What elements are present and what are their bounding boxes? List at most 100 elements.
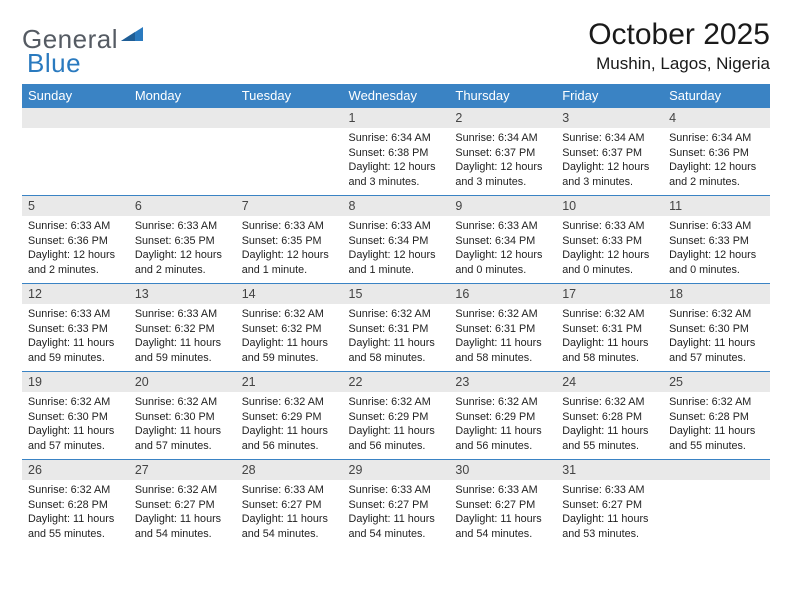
- day-number: 27: [129, 460, 236, 480]
- day-number-empty: [22, 108, 129, 128]
- day-number: 21: [236, 372, 343, 392]
- day-content: Sunrise: 6:32 AMSunset: 6:30 PMDaylight:…: [663, 304, 770, 369]
- calendar-day-cell: 11Sunrise: 6:33 AMSunset: 6:33 PMDayligh…: [663, 196, 770, 284]
- location-text: Mushin, Lagos, Nigeria: [588, 54, 770, 74]
- day-content: Sunrise: 6:32 AMSunset: 6:29 PMDaylight:…: [343, 392, 450, 457]
- day-content: Sunrise: 6:32 AMSunset: 6:29 PMDaylight:…: [236, 392, 343, 457]
- day-content: Sunrise: 6:32 AMSunset: 6:30 PMDaylight:…: [22, 392, 129, 457]
- day-content: Sunrise: 6:33 AMSunset: 6:36 PMDaylight:…: [22, 216, 129, 281]
- calendar-day-cell: 17Sunrise: 6:32 AMSunset: 6:31 PMDayligh…: [556, 284, 663, 372]
- day-content: Sunrise: 6:34 AMSunset: 6:37 PMDaylight:…: [449, 128, 556, 193]
- calendar-week-row: 1Sunrise: 6:34 AMSunset: 6:38 PMDaylight…: [22, 108, 770, 196]
- calendar-day-cell: 18Sunrise: 6:32 AMSunset: 6:30 PMDayligh…: [663, 284, 770, 372]
- calendar-day-cell: 24Sunrise: 6:32 AMSunset: 6:28 PMDayligh…: [556, 372, 663, 460]
- day-number: 5: [22, 196, 129, 216]
- day-number: 1: [343, 108, 450, 128]
- day-number: 29: [343, 460, 450, 480]
- calendar-week-row: 19Sunrise: 6:32 AMSunset: 6:30 PMDayligh…: [22, 372, 770, 460]
- calendar-day-cell: 7Sunrise: 6:33 AMSunset: 6:35 PMDaylight…: [236, 196, 343, 284]
- day-number: 15: [343, 284, 450, 304]
- day-number: 20: [129, 372, 236, 392]
- calendar-day-cell: 3Sunrise: 6:34 AMSunset: 6:37 PMDaylight…: [556, 108, 663, 196]
- day-content: Sunrise: 6:32 AMSunset: 6:27 PMDaylight:…: [129, 480, 236, 545]
- day-number: 8: [343, 196, 450, 216]
- calendar-body: 1Sunrise: 6:34 AMSunset: 6:38 PMDaylight…: [22, 108, 770, 548]
- calendar-day-cell: 25Sunrise: 6:32 AMSunset: 6:28 PMDayligh…: [663, 372, 770, 460]
- day-content: Sunrise: 6:32 AMSunset: 6:28 PMDaylight:…: [22, 480, 129, 545]
- day-content: Sunrise: 6:32 AMSunset: 6:31 PMDaylight:…: [343, 304, 450, 369]
- day-header: Thursday: [449, 84, 556, 108]
- calendar-empty-cell: [129, 108, 236, 196]
- day-number: 16: [449, 284, 556, 304]
- day-content: Sunrise: 6:32 AMSunset: 6:31 PMDaylight:…: [556, 304, 663, 369]
- month-title: October 2025: [588, 18, 770, 52]
- day-header: Friday: [556, 84, 663, 108]
- day-header: Monday: [129, 84, 236, 108]
- day-number: 13: [129, 284, 236, 304]
- calendar-day-cell: 9Sunrise: 6:33 AMSunset: 6:34 PMDaylight…: [449, 196, 556, 284]
- day-content: Sunrise: 6:34 AMSunset: 6:38 PMDaylight:…: [343, 128, 450, 193]
- calendar-table: SundayMondayTuesdayWednesdayThursdayFrid…: [22, 84, 770, 548]
- day-number: 2: [449, 108, 556, 128]
- calendar-day-cell: 5Sunrise: 6:33 AMSunset: 6:36 PMDaylight…: [22, 196, 129, 284]
- day-number: 7: [236, 196, 343, 216]
- calendar-day-cell: 21Sunrise: 6:32 AMSunset: 6:29 PMDayligh…: [236, 372, 343, 460]
- day-content: Sunrise: 6:32 AMSunset: 6:32 PMDaylight:…: [236, 304, 343, 369]
- day-number: 30: [449, 460, 556, 480]
- calendar-day-cell: 23Sunrise: 6:32 AMSunset: 6:29 PMDayligh…: [449, 372, 556, 460]
- day-content: Sunrise: 6:32 AMSunset: 6:28 PMDaylight:…: [663, 392, 770, 457]
- calendar-day-cell: 19Sunrise: 6:32 AMSunset: 6:30 PMDayligh…: [22, 372, 129, 460]
- calendar-week-row: 26Sunrise: 6:32 AMSunset: 6:28 PMDayligh…: [22, 460, 770, 548]
- day-number: 12: [22, 284, 129, 304]
- day-content: Sunrise: 6:32 AMSunset: 6:29 PMDaylight:…: [449, 392, 556, 457]
- day-content: Sunrise: 6:33 AMSunset: 6:27 PMDaylight:…: [556, 480, 663, 545]
- day-number: 22: [343, 372, 450, 392]
- day-number: 4: [663, 108, 770, 128]
- calendar-day-cell: 16Sunrise: 6:32 AMSunset: 6:31 PMDayligh…: [449, 284, 556, 372]
- calendar-day-cell: 20Sunrise: 6:32 AMSunset: 6:30 PMDayligh…: [129, 372, 236, 460]
- day-header: Saturday: [663, 84, 770, 108]
- day-number: 25: [663, 372, 770, 392]
- calendar-day-cell: 10Sunrise: 6:33 AMSunset: 6:33 PMDayligh…: [556, 196, 663, 284]
- day-content: Sunrise: 6:32 AMSunset: 6:31 PMDaylight:…: [449, 304, 556, 369]
- day-number: 3: [556, 108, 663, 128]
- calendar-week-row: 5Sunrise: 6:33 AMSunset: 6:36 PMDaylight…: [22, 196, 770, 284]
- logo-blue-wrap: Blue: [27, 48, 81, 79]
- calendar-day-cell: 30Sunrise: 6:33 AMSunset: 6:27 PMDayligh…: [449, 460, 556, 548]
- calendar-thead: SundayMondayTuesdayWednesdayThursdayFrid…: [22, 84, 770, 108]
- day-number: 28: [236, 460, 343, 480]
- day-content: Sunrise: 6:34 AMSunset: 6:37 PMDaylight:…: [556, 128, 663, 193]
- calendar-day-cell: 29Sunrise: 6:33 AMSunset: 6:27 PMDayligh…: [343, 460, 450, 548]
- day-content: Sunrise: 6:33 AMSunset: 6:32 PMDaylight:…: [129, 304, 236, 369]
- day-number: 23: [449, 372, 556, 392]
- calendar-day-cell: 22Sunrise: 6:32 AMSunset: 6:29 PMDayligh…: [343, 372, 450, 460]
- calendar-week-row: 12Sunrise: 6:33 AMSunset: 6:33 PMDayligh…: [22, 284, 770, 372]
- day-content: Sunrise: 6:33 AMSunset: 6:35 PMDaylight:…: [129, 216, 236, 281]
- calendar-day-cell: 15Sunrise: 6:32 AMSunset: 6:31 PMDayligh…: [343, 284, 450, 372]
- day-content: Sunrise: 6:33 AMSunset: 6:33 PMDaylight:…: [663, 216, 770, 281]
- day-number: 31: [556, 460, 663, 480]
- day-content: Sunrise: 6:33 AMSunset: 6:27 PMDaylight:…: [236, 480, 343, 545]
- calendar-day-cell: 8Sunrise: 6:33 AMSunset: 6:34 PMDaylight…: [343, 196, 450, 284]
- logo-triangle-icon: [121, 25, 143, 48]
- day-number-empty: [663, 460, 770, 480]
- day-content: Sunrise: 6:33 AMSunset: 6:34 PMDaylight:…: [449, 216, 556, 281]
- day-content: Sunrise: 6:33 AMSunset: 6:35 PMDaylight:…: [236, 216, 343, 281]
- day-number: 14: [236, 284, 343, 304]
- calendar-empty-cell: [236, 108, 343, 196]
- header: General October 2025 Mushin, Lagos, Nige…: [22, 18, 770, 74]
- calendar-day-cell: 27Sunrise: 6:32 AMSunset: 6:27 PMDayligh…: [129, 460, 236, 548]
- calendar-day-cell: 12Sunrise: 6:33 AMSunset: 6:33 PMDayligh…: [22, 284, 129, 372]
- day-number: 6: [129, 196, 236, 216]
- day-number: 24: [556, 372, 663, 392]
- day-content: Sunrise: 6:32 AMSunset: 6:28 PMDaylight:…: [556, 392, 663, 457]
- calendar-empty-cell: [22, 108, 129, 196]
- day-number: 18: [663, 284, 770, 304]
- calendar-day-cell: 13Sunrise: 6:33 AMSunset: 6:32 PMDayligh…: [129, 284, 236, 372]
- logo-text-blue: Blue: [27, 48, 81, 78]
- calendar-empty-cell: [663, 460, 770, 548]
- day-header: Tuesday: [236, 84, 343, 108]
- calendar-day-cell: 26Sunrise: 6:32 AMSunset: 6:28 PMDayligh…: [22, 460, 129, 548]
- day-number: 11: [663, 196, 770, 216]
- calendar-day-cell: 2Sunrise: 6:34 AMSunset: 6:37 PMDaylight…: [449, 108, 556, 196]
